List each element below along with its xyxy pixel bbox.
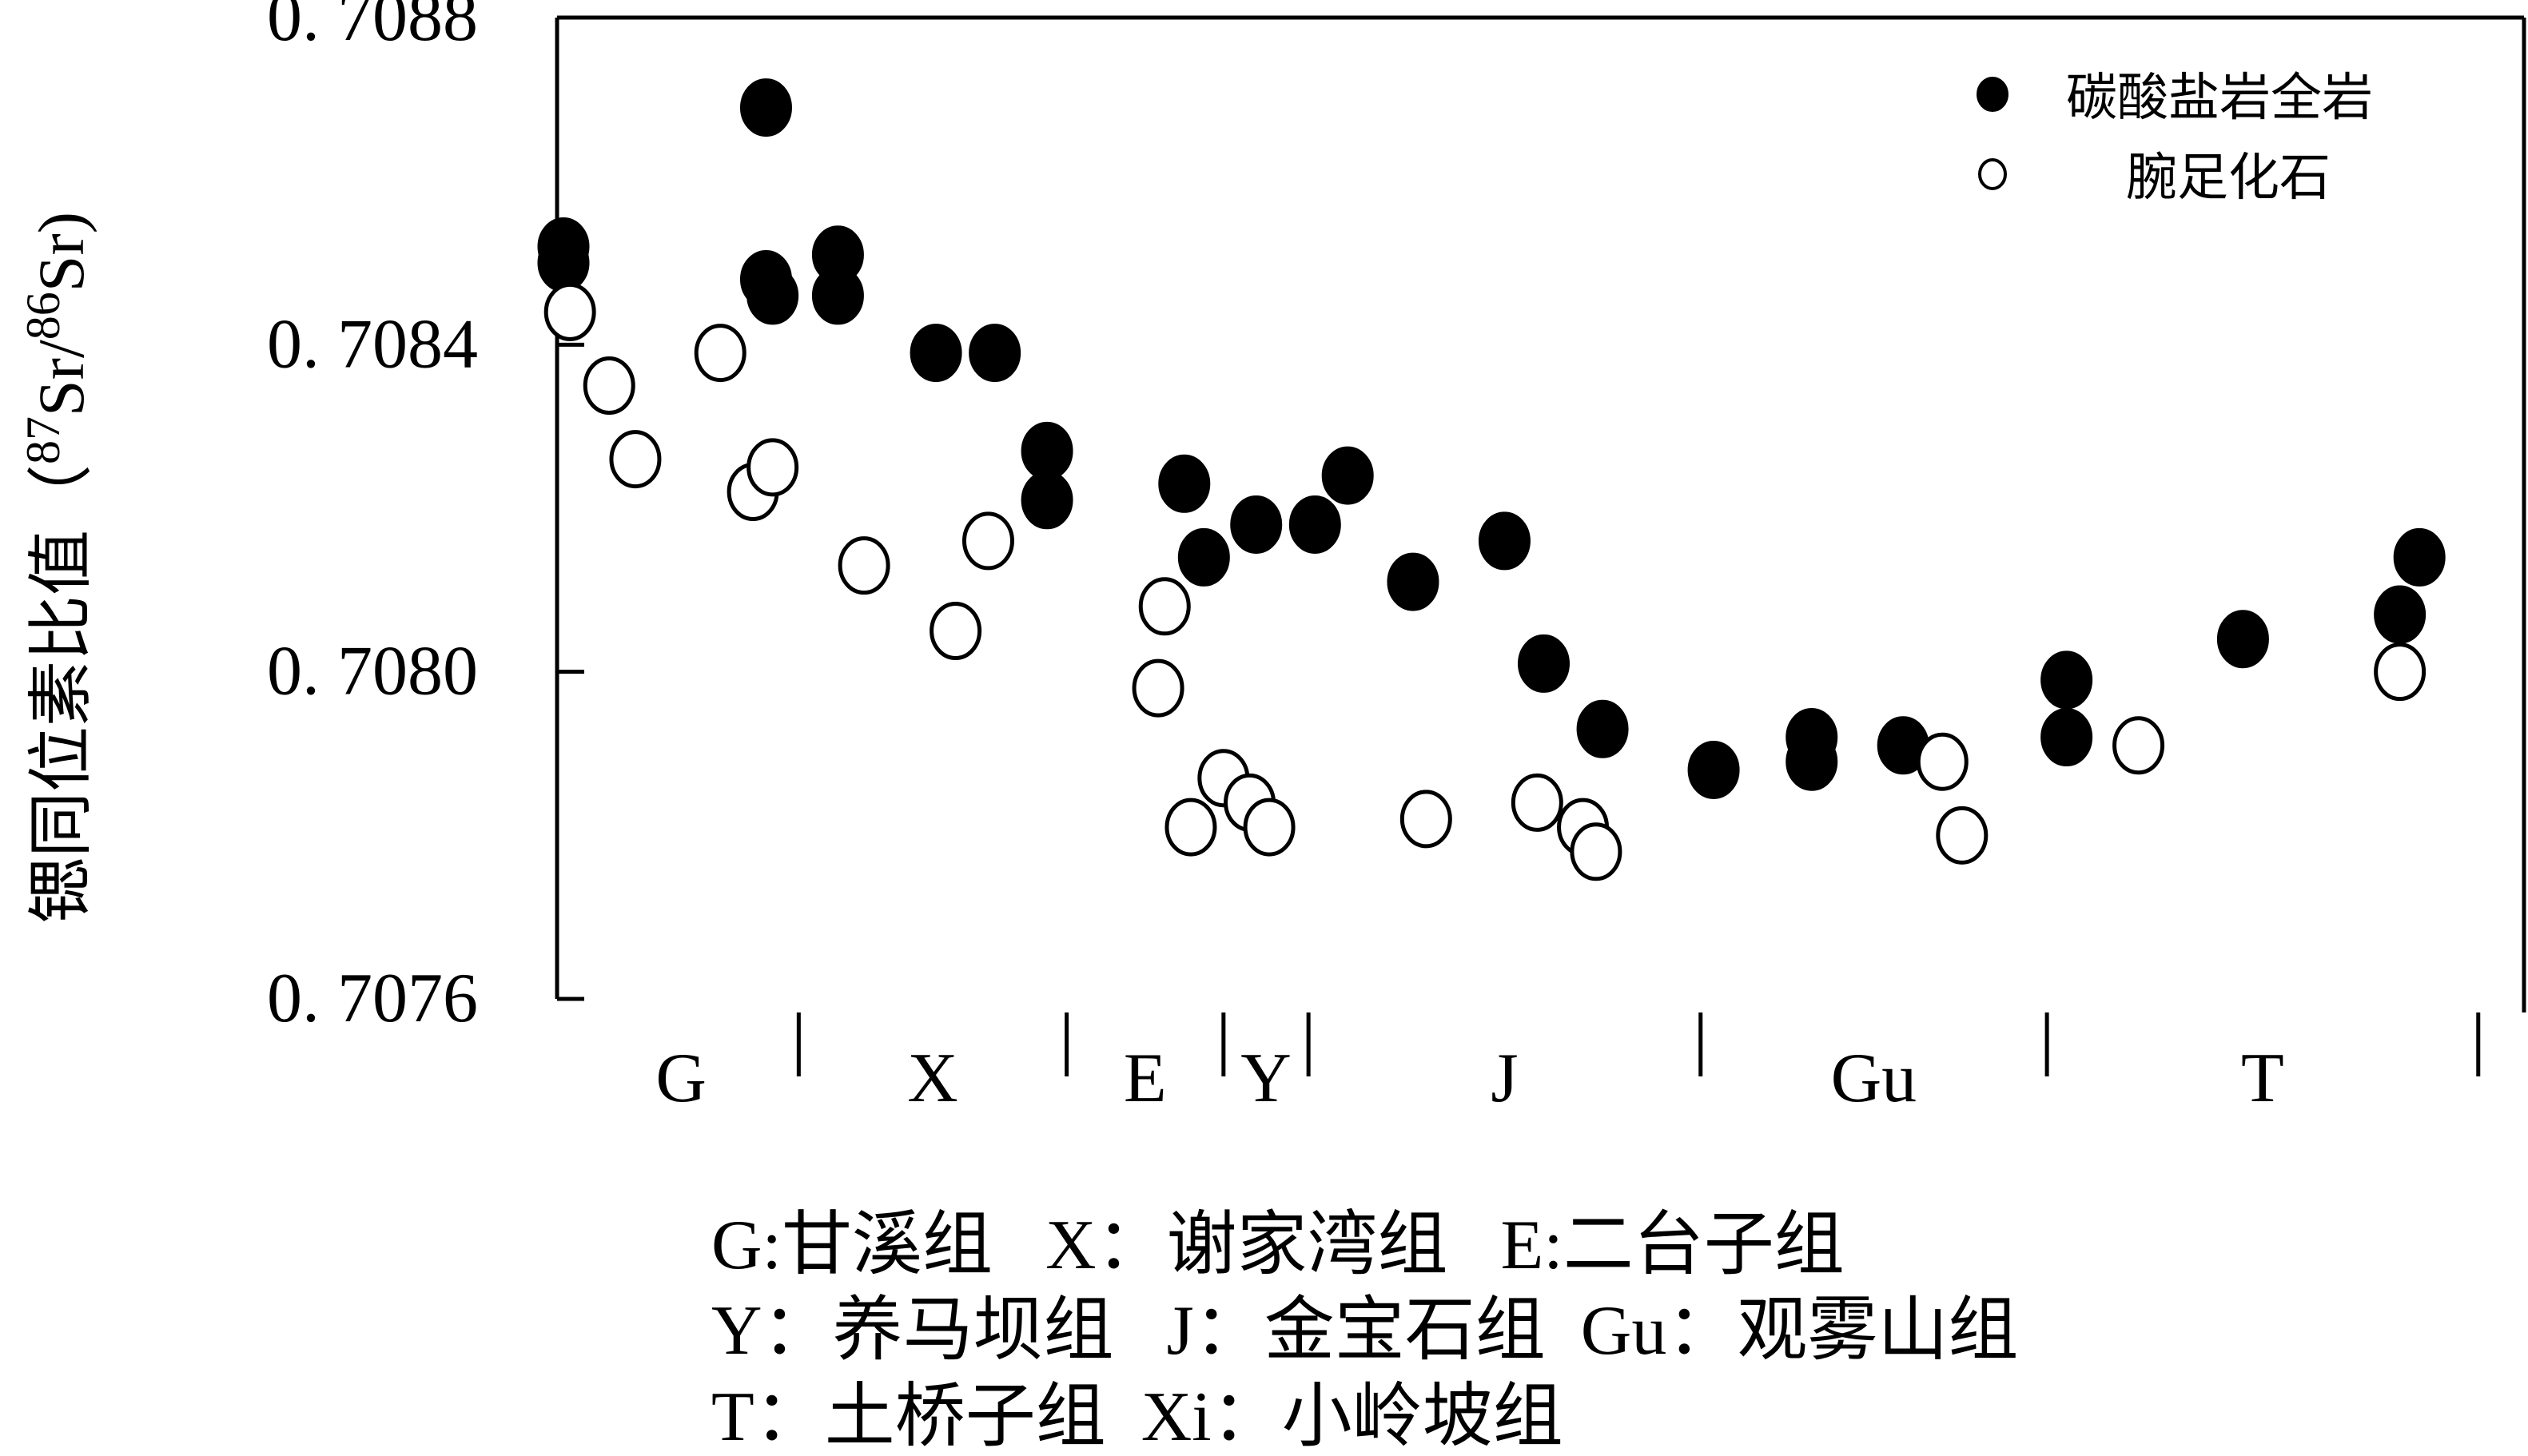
y-tick-label: 0. 7084 bbox=[267, 305, 478, 383]
point-carbonate bbox=[1321, 446, 1374, 505]
point-carbonate bbox=[739, 78, 792, 137]
y-label-sup: 86 bbox=[17, 292, 70, 340]
y-axis: 0. 7088 0. 7084 0. 7080 0. 7076 bbox=[267, 0, 584, 1037]
point-brachiopod bbox=[1570, 822, 1622, 881]
point-carbonate bbox=[2216, 610, 2269, 669]
point-carbonate bbox=[1158, 454, 1211, 513]
y-label-sup: 87 bbox=[17, 416, 70, 464]
point-brachiopod bbox=[1132, 658, 1184, 718]
point-brachiopod bbox=[1138, 577, 1191, 636]
point-brachiopod bbox=[1511, 773, 1563, 832]
point-carbonate bbox=[2393, 527, 2446, 587]
point-carbonate bbox=[746, 266, 799, 325]
legend-entry-label: 碳酸盐岩全岩 bbox=[2066, 70, 2373, 126]
point-carbonate bbox=[1288, 495, 1341, 554]
point-carbonate bbox=[1478, 511, 1531, 571]
point-carbonate bbox=[537, 233, 590, 292]
point-carbonate bbox=[1786, 732, 1838, 791]
point-brachiopod bbox=[838, 536, 890, 595]
legend-marker-brachiopod bbox=[1978, 158, 2007, 190]
y-tick-label: 0. 7076 bbox=[267, 960, 478, 1037]
group-label: T bbox=[2241, 1040, 2284, 1117]
point-brachiopod bbox=[1243, 798, 1296, 857]
plot-frame bbox=[555, 15, 2526, 1012]
point-brachiopod bbox=[1164, 798, 1217, 857]
y-label-text: 锶同位素比值（ bbox=[25, 464, 98, 923]
group-label: E bbox=[1124, 1040, 1167, 1117]
point-brachiopod bbox=[2374, 642, 2426, 702]
legend-entry-label: 腕足化石 bbox=[2126, 149, 2331, 206]
group-label: G bbox=[655, 1040, 707, 1117]
point-carbonate bbox=[2040, 650, 2093, 710]
point-carbonate bbox=[969, 324, 1021, 383]
point-brachiopod bbox=[961, 511, 1014, 571]
point-carbonate bbox=[1021, 421, 1073, 480]
group-label: Gu bbox=[1831, 1040, 1917, 1117]
data-points bbox=[537, 78, 2446, 881]
y-label-element: Sr bbox=[25, 233, 98, 292]
point-carbonate bbox=[1177, 527, 1230, 587]
point-brachiopod bbox=[1916, 732, 1969, 791]
point-brachiopod bbox=[543, 282, 596, 341]
point-brachiopod bbox=[1399, 790, 1452, 849]
point-carbonate bbox=[811, 266, 864, 325]
point-brachiopod bbox=[930, 602, 982, 660]
y-label-element: Sr bbox=[25, 358, 98, 416]
point-brachiopod bbox=[2112, 716, 2165, 775]
group-label: J bbox=[1491, 1040, 1518, 1117]
y-axis-label: 锶同位素比值（87Sr/86Sr) bbox=[17, 212, 98, 923]
y-label-paren: ) bbox=[25, 212, 98, 233]
group-label: Y bbox=[1240, 1040, 1292, 1117]
point-brachiopod bbox=[583, 356, 635, 415]
legend-marker-carbonate bbox=[1977, 77, 2008, 112]
point-brachiopod bbox=[609, 430, 662, 489]
y-tick-label: 0. 7088 bbox=[267, 0, 478, 56]
group-legend-line-3: T：土桥子组 Xi：小岭坡组 bbox=[711, 1378, 1563, 1456]
point-brachiopod bbox=[1936, 806, 1989, 865]
group-label: X bbox=[907, 1040, 958, 1117]
x-axis: GXEYJGuTXi bbox=[655, 1012, 2481, 1117]
y-tick-label: 0. 7080 bbox=[267, 633, 478, 710]
group-legend-line-1: G:甘溪组 X：谢家湾组 E:二台子组 bbox=[711, 1207, 1845, 1284]
point-carbonate bbox=[1230, 495, 1283, 554]
point-carbonate bbox=[1687, 740, 1740, 799]
point-carbonate bbox=[2040, 708, 2093, 767]
point-carbonate bbox=[2374, 585, 2426, 644]
point-carbonate bbox=[1518, 634, 1570, 693]
point-brachiopod bbox=[746, 438, 799, 497]
point-carbonate bbox=[1021, 471, 1073, 530]
group-legend-line-2: Y：养马坝组 J：金宝石组 Gu：观雾山组 bbox=[711, 1292, 2019, 1370]
point-carbonate bbox=[910, 324, 962, 383]
point-brachiopod bbox=[694, 324, 746, 383]
point-carbonate bbox=[1576, 699, 1629, 758]
point-carbonate bbox=[1387, 552, 1439, 611]
y-label-slash: / bbox=[25, 340, 98, 358]
